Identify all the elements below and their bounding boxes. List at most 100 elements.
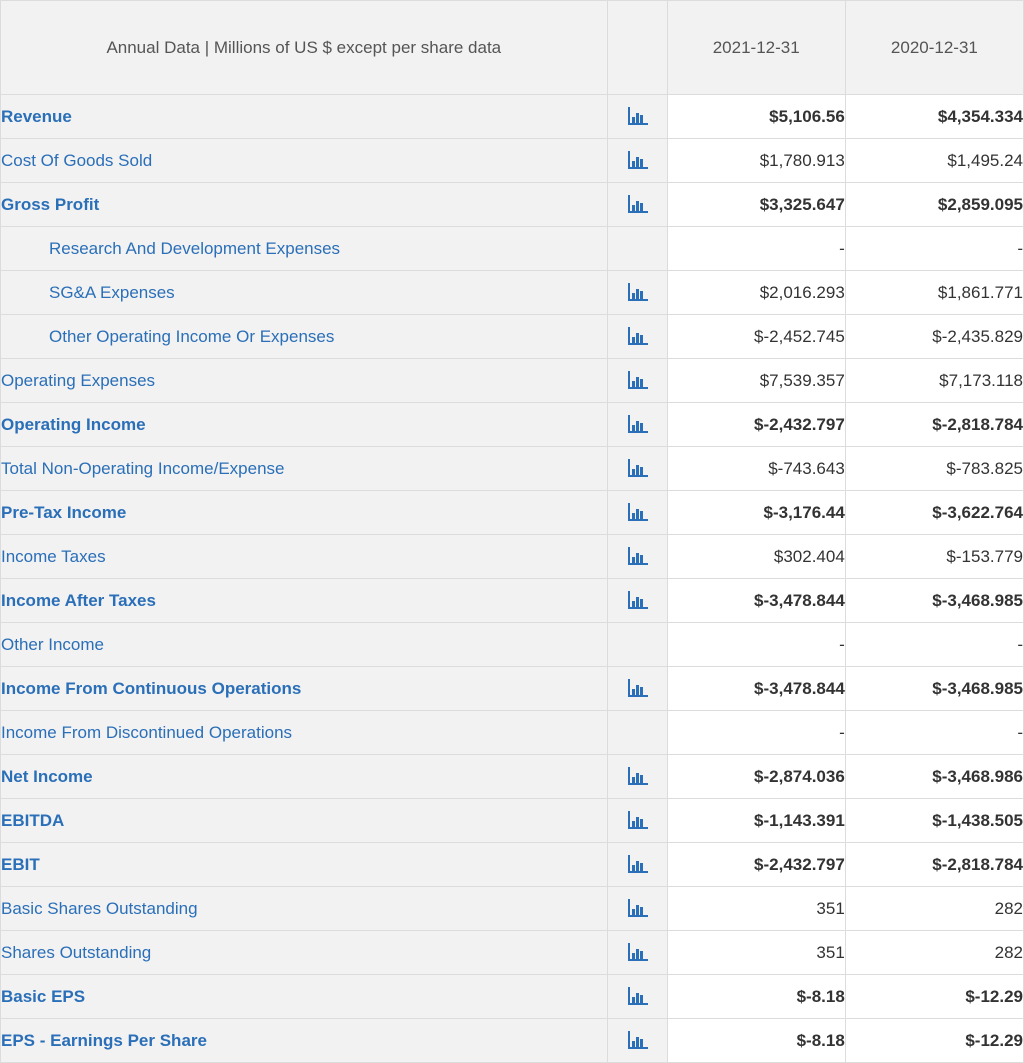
value-cell: $-2,432.797: [667, 843, 845, 887]
value-cell: $1,495.24: [845, 139, 1023, 183]
row-label-link[interactable]: Shares Outstanding: [1, 943, 151, 962]
chart-icon-cell[interactable]: [607, 887, 667, 931]
value-cell: $-2,818.784: [845, 843, 1023, 887]
row-label[interactable]: Basic EPS: [1, 975, 608, 1019]
row-label[interactable]: EPS - Earnings Per Share: [1, 1019, 608, 1063]
row-label[interactable]: EBITDA: [1, 799, 608, 843]
table-row: Gross Profit$3,325.647$2,859.095: [1, 183, 1024, 227]
row-label-link[interactable]: Operating Expenses: [1, 371, 155, 390]
row-label-link[interactable]: EBITDA: [1, 811, 64, 830]
row-label[interactable]: Income After Taxes: [1, 579, 608, 623]
row-label[interactable]: Gross Profit: [1, 183, 608, 227]
row-label[interactable]: SG&A Expenses: [1, 271, 608, 315]
bar-chart-icon[interactable]: [628, 461, 646, 477]
chart-icon-cell[interactable]: [607, 183, 667, 227]
bar-chart-icon[interactable]: [628, 505, 646, 521]
chart-icon-cell[interactable]: [607, 579, 667, 623]
row-label-link[interactable]: Income From Continuous Operations: [1, 679, 301, 698]
row-label[interactable]: Income From Discontinued Operations: [1, 711, 608, 755]
row-label-link[interactable]: Net Income: [1, 767, 93, 786]
table-row: Pre-Tax Income$-3,176.44$-3,622.764: [1, 491, 1024, 535]
row-label-link[interactable]: SG&A Expenses: [49, 283, 175, 302]
chart-icon-cell[interactable]: [607, 843, 667, 887]
row-label[interactable]: Operating Expenses: [1, 359, 608, 403]
chart-icon-cell[interactable]: [607, 667, 667, 711]
chart-icon-cell[interactable]: [607, 403, 667, 447]
row-label[interactable]: Income Taxes: [1, 535, 608, 579]
table-row: Income Taxes$302.404$-153.779: [1, 535, 1024, 579]
chart-icon-cell[interactable]: [607, 139, 667, 183]
bar-chart-icon[interactable]: [628, 857, 646, 873]
chart-icon-cell[interactable]: [607, 447, 667, 491]
row-label-link[interactable]: Gross Profit: [1, 195, 99, 214]
bar-chart-icon[interactable]: [628, 109, 646, 125]
bar-chart-icon[interactable]: [628, 901, 646, 917]
chart-icon-cell[interactable]: [607, 1019, 667, 1063]
row-label-link[interactable]: Other Income: [1, 635, 104, 654]
bar-chart-icon[interactable]: [628, 945, 646, 961]
value-cell: $4,354.334: [845, 95, 1023, 139]
bar-chart-icon[interactable]: [628, 549, 646, 565]
row-label-link[interactable]: Total Non-Operating Income/Expense: [1, 459, 285, 478]
chart-icon-cell[interactable]: [607, 975, 667, 1019]
row-label[interactable]: Total Non-Operating Income/Expense: [1, 447, 608, 491]
row-label[interactable]: Other Income: [1, 623, 608, 667]
bar-chart-icon[interactable]: [628, 373, 646, 389]
table-row: Net Income$-2,874.036$-3,468.986: [1, 755, 1024, 799]
row-label[interactable]: Pre-Tax Income: [1, 491, 608, 535]
row-label-link[interactable]: Income After Taxes: [1, 591, 156, 610]
row-label-link[interactable]: Income Taxes: [1, 547, 106, 566]
row-label[interactable]: Research And Development Expenses: [1, 227, 608, 271]
chart-icon-cell[interactable]: [607, 491, 667, 535]
row-label[interactable]: Operating Income: [1, 403, 608, 447]
bar-chart-icon[interactable]: [628, 813, 646, 829]
row-label-link[interactable]: EPS - Earnings Per Share: [1, 1031, 207, 1050]
bar-chart-icon[interactable]: [628, 153, 646, 169]
bar-chart-icon[interactable]: [628, 989, 646, 1005]
bar-chart-icon[interactable]: [628, 417, 646, 433]
chart-icon-cell[interactable]: [607, 359, 667, 403]
bar-chart-icon[interactable]: [628, 1033, 646, 1049]
bar-chart-icon[interactable]: [628, 329, 646, 345]
value-cell: 282: [845, 887, 1023, 931]
chart-icon-cell[interactable]: [607, 95, 667, 139]
row-label-link[interactable]: Research And Development Expenses: [49, 239, 340, 258]
row-label-link[interactable]: Cost Of Goods Sold: [1, 151, 152, 170]
bar-chart-icon[interactable]: [628, 769, 646, 785]
row-label-link[interactable]: Pre-Tax Income: [1, 503, 126, 522]
row-label[interactable]: Net Income: [1, 755, 608, 799]
row-label[interactable]: Income From Continuous Operations: [1, 667, 608, 711]
chart-icon-cell[interactable]: [607, 535, 667, 579]
row-label-link[interactable]: Basic EPS: [1, 987, 85, 1006]
row-label-link[interactable]: Operating Income: [1, 415, 146, 434]
row-label[interactable]: Shares Outstanding: [1, 931, 608, 975]
row-label-link[interactable]: Income From Discontinued Operations: [1, 723, 292, 742]
row-label-link[interactable]: Other Operating Income Or Expenses: [49, 327, 334, 346]
chart-icon-cell[interactable]: [607, 755, 667, 799]
bar-chart-icon[interactable]: [628, 681, 646, 697]
header-col-1[interactable]: 2020-12-31: [845, 1, 1023, 95]
value-cell: $2,859.095: [845, 183, 1023, 227]
chart-icon-cell[interactable]: [607, 315, 667, 359]
row-label-link[interactable]: EBIT: [1, 855, 40, 874]
row-label-link[interactable]: Revenue: [1, 107, 72, 126]
chart-icon-cell[interactable]: [607, 931, 667, 975]
value-cell: $7,173.118: [845, 359, 1023, 403]
bar-chart-icon[interactable]: [628, 285, 646, 301]
chart-icon-cell: [607, 711, 667, 755]
chart-icon-cell[interactable]: [607, 271, 667, 315]
value-cell: $-2,452.745: [667, 315, 845, 359]
table-row: EBITDA$-1,143.391$-1,438.505: [1, 799, 1024, 843]
bar-chart-icon[interactable]: [628, 593, 646, 609]
table-row: Other Income--: [1, 623, 1024, 667]
chart-icon-cell[interactable]: [607, 799, 667, 843]
row-label-link[interactable]: Basic Shares Outstanding: [1, 899, 198, 918]
row-label[interactable]: Other Operating Income Or Expenses: [1, 315, 608, 359]
row-label[interactable]: Basic Shares Outstanding: [1, 887, 608, 931]
row-label[interactable]: EBIT: [1, 843, 608, 887]
bar-chart-icon[interactable]: [628, 197, 646, 213]
header-col-0[interactable]: 2021-12-31: [667, 1, 845, 95]
table-row: Revenue$5,106.56$4,354.334: [1, 95, 1024, 139]
row-label[interactable]: Revenue: [1, 95, 608, 139]
row-label[interactable]: Cost Of Goods Sold: [1, 139, 608, 183]
